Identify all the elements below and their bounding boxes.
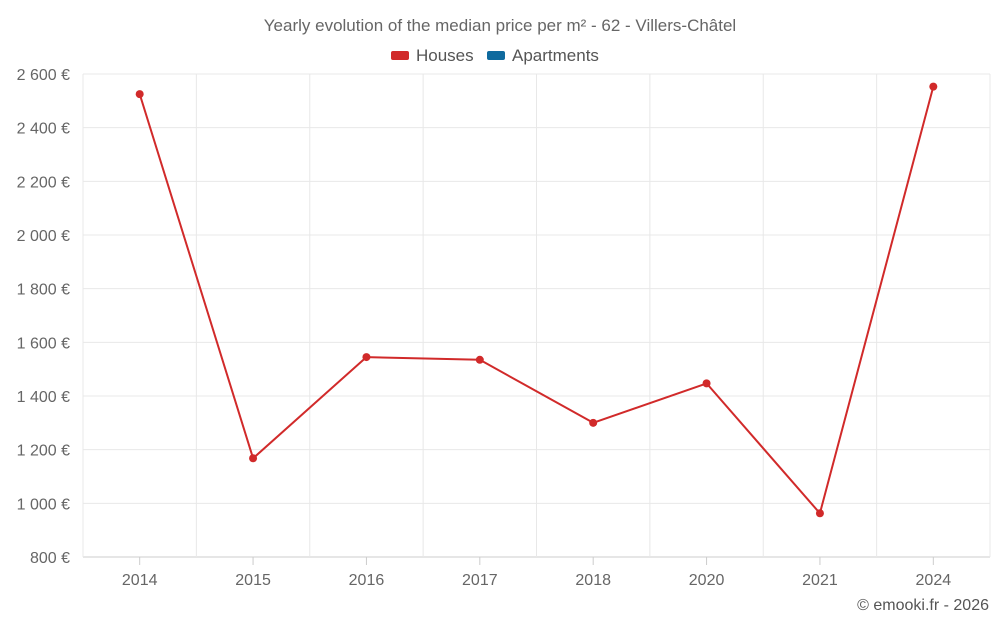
y-tick-label: 2 400 € [17,121,70,138]
y-tick-label: 1 200 € [17,443,70,460]
y-tick-label: 1 600 € [17,335,70,352]
x-axis: 2014 2015 2016 2017 2018 2020 2021 2024 [122,557,951,589]
y-tick-label: 1 400 € [17,389,70,406]
legend-swatch-houses [391,51,409,60]
series-line-houses [138,86,935,515]
y-tick-label: 2 000 € [17,228,70,245]
x-tick-label: 2018 [575,572,611,589]
legend-item-houses[interactable]: Houses [391,46,474,65]
x-tick-label: 2020 [689,572,725,589]
legend-label-houses: Houses [416,46,474,65]
legend-item-apartments[interactable]: Apartments [487,46,599,65]
data-point-houses[interactable] [702,379,711,388]
data-point-houses[interactable] [929,82,938,91]
y-tick-label: 1 000 € [17,496,70,513]
chart-title: Yearly evolution of the median price per… [264,16,736,35]
x-tick-label: 2017 [462,572,498,589]
y-tick-label: 1 800 € [17,282,70,299]
y-tick-label: 2 200 € [17,174,70,191]
credit-text: © emooki.fr - 2026 [857,597,989,614]
x-tick-label: 2015 [235,572,271,589]
data-point-houses[interactable] [815,509,824,518]
y-tick-label: 800 € [30,550,70,567]
x-tick-label: 2014 [122,572,158,589]
x-tick-label: 2024 [916,572,952,589]
x-tick-label: 2016 [349,572,385,589]
y-axis: 800 € 1 000 € 1 200 € 1 400 € 1 600 € 1 800 €… [17,67,70,567]
gridlines [82,73,991,558]
series-houses [135,82,938,518]
y-tick-label: 2 600 € [17,67,70,84]
data-point-houses[interactable] [362,353,371,362]
data-point-houses[interactable] [475,355,484,364]
x-tick-label: 2021 [802,572,838,589]
data-point-houses[interactable] [589,418,598,427]
data-point-houses[interactable] [249,454,258,463]
data-point-houses[interactable] [135,90,144,99]
legend-swatch-apartments [487,51,505,60]
legend-label-apartments: Apartments [512,46,599,65]
legend: Houses Apartments [391,46,599,65]
